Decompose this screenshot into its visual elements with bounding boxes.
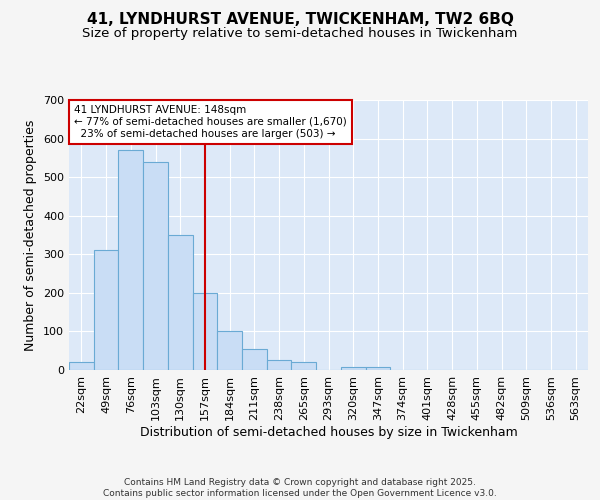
Bar bbox=[69, 362, 94, 370]
Bar bbox=[118, 150, 143, 370]
Bar bbox=[242, 349, 267, 370]
Bar bbox=[193, 293, 217, 370]
X-axis label: Distribution of semi-detached houses by size in Twickenham: Distribution of semi-detached houses by … bbox=[140, 426, 517, 438]
Text: 41 LYNDHURST AVENUE: 148sqm
← 77% of semi-detached houses are smaller (1,670)
  : 41 LYNDHURST AVENUE: 148sqm ← 77% of sem… bbox=[74, 106, 347, 138]
Bar bbox=[94, 250, 118, 370]
Y-axis label: Number of semi-detached properties: Number of semi-detached properties bbox=[25, 120, 37, 350]
Bar bbox=[143, 162, 168, 370]
Text: Size of property relative to semi-detached houses in Twickenham: Size of property relative to semi-detach… bbox=[82, 28, 518, 40]
Text: Contains HM Land Registry data © Crown copyright and database right 2025.
Contai: Contains HM Land Registry data © Crown c… bbox=[103, 478, 497, 498]
Bar bbox=[341, 367, 365, 370]
Bar bbox=[217, 332, 242, 370]
Bar bbox=[365, 367, 390, 370]
Bar bbox=[267, 360, 292, 370]
Text: 41, LYNDHURST AVENUE, TWICKENHAM, TW2 6BQ: 41, LYNDHURST AVENUE, TWICKENHAM, TW2 6B… bbox=[86, 12, 514, 28]
Bar bbox=[292, 362, 316, 370]
Bar bbox=[168, 235, 193, 370]
